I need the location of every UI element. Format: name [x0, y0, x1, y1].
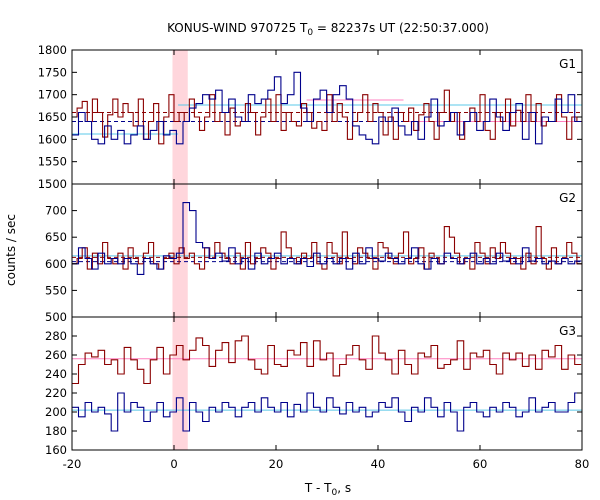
x-axis-label: T - T0, s	[304, 481, 351, 498]
chart-title-rest: = 82237s UT (22:50:37.000)	[313, 21, 489, 35]
y-axis-label: counts / sec	[4, 214, 18, 286]
panel-g2-label: G2	[559, 191, 576, 205]
panel-g1-y-tick-label-4: 1700	[38, 88, 67, 102]
panel-g1-series-red	[72, 89, 582, 145]
panel-g2-series-blue	[72, 202, 582, 275]
panel-g2-y-tick-label-1: 550	[45, 283, 67, 297]
x-tick-label-1: 0	[170, 457, 177, 471]
panel-g3-y-tick-label-4: 240	[45, 367, 67, 381]
panel-g1-y-tick-label-6: 1800	[38, 43, 67, 57]
x-tick-label-3: 40	[371, 457, 386, 471]
panel-g3-y-tick-label-3: 220	[45, 386, 67, 400]
panel-g2-y-tick-label-4: 700	[45, 204, 67, 218]
panel-g3-y-tick-label-6: 280	[45, 329, 67, 343]
panel-g3-y-tick-label-2: 200	[45, 405, 67, 419]
panel-g2-y-tick-label-2: 600	[45, 257, 67, 271]
panel-g3-label: G3	[559, 324, 576, 338]
panel-g1-y-tick-label-5: 1750	[38, 65, 67, 79]
x-axis-label-rest: , s	[337, 481, 351, 495]
panel-g2-y-tick-label-3: 650	[45, 230, 67, 244]
panel-g1-label: G1	[559, 57, 576, 71]
x-tick-label-5: 80	[575, 457, 590, 471]
chart-title-sub: 0	[307, 28, 313, 38]
panel-g1-series-blue	[72, 71, 582, 145]
x-tick-label-4: 60	[473, 457, 488, 471]
panel-g1-y-tick-label-0: 1500	[38, 177, 67, 191]
chart-title-main: KONUS-WIND 970725 T	[167, 21, 308, 35]
panel-g3-frame	[71, 316, 583, 451]
panel-g1-y-tick-label-1: 1550	[38, 155, 67, 169]
x-axis-label-sub: 0	[332, 488, 338, 498]
plot-area: 1500155016001650170017501800G15005506006…	[38, 43, 590, 471]
x-axis-label-main: T - T	[304, 481, 332, 495]
panel-g3-y-tick-label-5: 260	[45, 348, 67, 362]
panel-g3-highlight-band	[172, 317, 188, 450]
panel-g2-highlight-band	[172, 184, 188, 317]
panel-g1-highlight-band	[172, 50, 188, 184]
panel-g3-series-blue	[72, 392, 582, 432]
panel-g3-series-red	[72, 335, 582, 385]
x-tick-label-2: 20	[269, 457, 284, 471]
x-tick-label-0: -20	[63, 457, 82, 471]
panel-g2-y-tick-label-0: 500	[45, 310, 67, 324]
panel-g1-y-tick-label-3: 1650	[38, 110, 67, 124]
chart-title: KONUS-WIND 970725 T0 = 82237s UT (22:50:…	[167, 21, 489, 38]
panel-g2-series-red	[72, 226, 582, 270]
panel-g3-y-tick-label-1: 180	[45, 424, 67, 438]
panel-g3-y-tick-label-0: 160	[45, 443, 67, 457]
panel-g1-y-tick-label-2: 1600	[38, 132, 67, 146]
